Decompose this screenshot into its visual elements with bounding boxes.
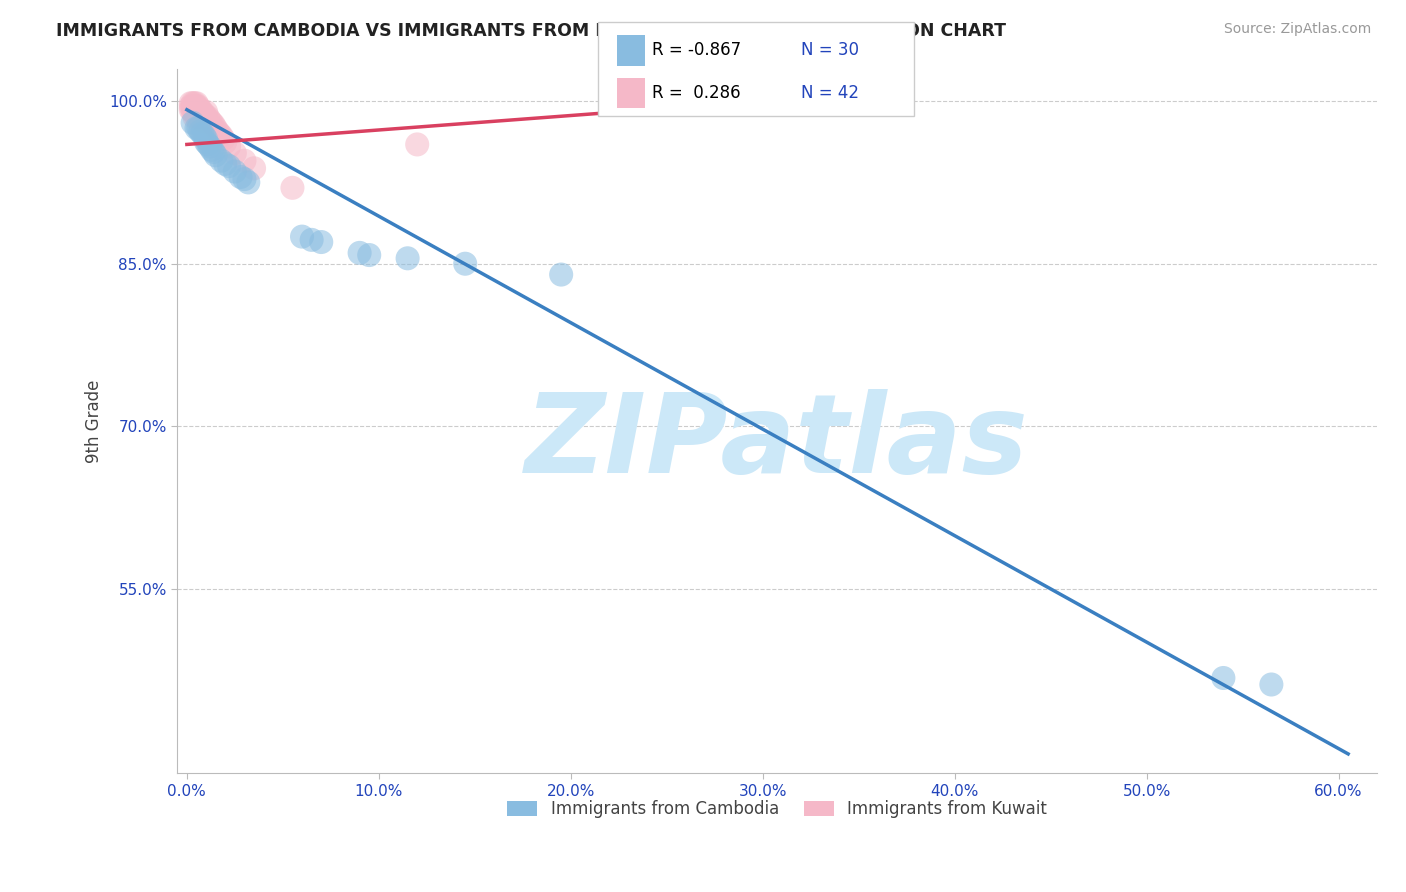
Point	[191, 116, 214, 130]
Point	[188, 103, 211, 117]
Point	[202, 118, 225, 132]
Point	[396, 252, 419, 266]
Text: R =  0.286: R = 0.286	[652, 84, 741, 102]
Point	[208, 127, 231, 141]
Point	[181, 96, 204, 111]
Point	[195, 132, 218, 146]
Point	[209, 153, 232, 168]
Text: R = -0.867: R = -0.867	[652, 42, 741, 60]
Point	[186, 111, 208, 125]
Point	[198, 113, 221, 128]
Point	[195, 135, 218, 149]
Point	[188, 124, 211, 138]
Point	[183, 96, 205, 111]
Point	[406, 137, 429, 152]
Point	[224, 146, 246, 161]
Point	[201, 143, 224, 157]
Point	[180, 96, 202, 111]
Point	[212, 132, 235, 146]
Point	[181, 104, 204, 119]
Point	[187, 99, 209, 113]
Point	[183, 111, 205, 125]
Point	[187, 121, 209, 136]
Point	[193, 113, 215, 128]
Point	[349, 245, 371, 260]
Point	[214, 135, 236, 149]
Point	[207, 124, 229, 138]
Point	[359, 248, 381, 262]
Point	[197, 137, 219, 152]
Point	[201, 116, 224, 130]
Point	[193, 107, 215, 121]
Point	[197, 111, 219, 125]
Point	[454, 257, 477, 271]
Y-axis label: 9th Grade: 9th Grade	[86, 379, 103, 463]
Point	[183, 99, 205, 113]
Point	[301, 233, 323, 247]
Text: IMMIGRANTS FROM CAMBODIA VS IMMIGRANTS FROM KUWAIT 9TH GRADE CORRELATION CHART: IMMIGRANTS FROM CAMBODIA VS IMMIGRANTS F…	[56, 22, 1007, 40]
Point	[186, 99, 208, 113]
Text: N = 30: N = 30	[801, 42, 859, 60]
Point	[233, 172, 256, 186]
Point	[181, 99, 204, 113]
Point	[1212, 671, 1234, 685]
Point	[191, 111, 214, 125]
Point	[202, 145, 225, 159]
Point	[186, 104, 208, 119]
Point	[214, 157, 236, 171]
Point	[209, 128, 232, 143]
Point	[1260, 677, 1282, 691]
Text: N = 42: N = 42	[801, 84, 859, 102]
Text: ZIPatlas: ZIPatlas	[526, 389, 1029, 496]
Point	[191, 127, 214, 141]
Point	[198, 139, 221, 153]
Point	[229, 169, 252, 184]
Point	[550, 268, 572, 282]
Point	[188, 107, 211, 121]
Point	[187, 111, 209, 125]
Point	[186, 121, 208, 136]
Legend: Immigrants from Cambodia, Immigrants from Kuwait: Immigrants from Cambodia, Immigrants fro…	[501, 794, 1053, 825]
Point	[180, 99, 202, 113]
Point	[291, 229, 314, 244]
Point	[238, 175, 260, 189]
Point	[309, 235, 332, 249]
Point	[195, 111, 218, 125]
Point	[183, 104, 205, 119]
Point	[204, 148, 226, 162]
Text: Source: ZipAtlas.com: Source: ZipAtlas.com	[1223, 22, 1371, 37]
Point	[204, 121, 226, 136]
Point	[181, 116, 204, 130]
Point	[224, 164, 246, 178]
Point	[281, 181, 304, 195]
Point	[218, 159, 240, 173]
Point	[243, 161, 266, 176]
Point	[233, 153, 256, 168]
Point	[191, 104, 214, 119]
Point	[193, 128, 215, 143]
Point	[187, 104, 209, 119]
Point	[186, 96, 208, 111]
Point	[180, 103, 202, 117]
Point	[218, 139, 240, 153]
Point	[195, 104, 218, 119]
